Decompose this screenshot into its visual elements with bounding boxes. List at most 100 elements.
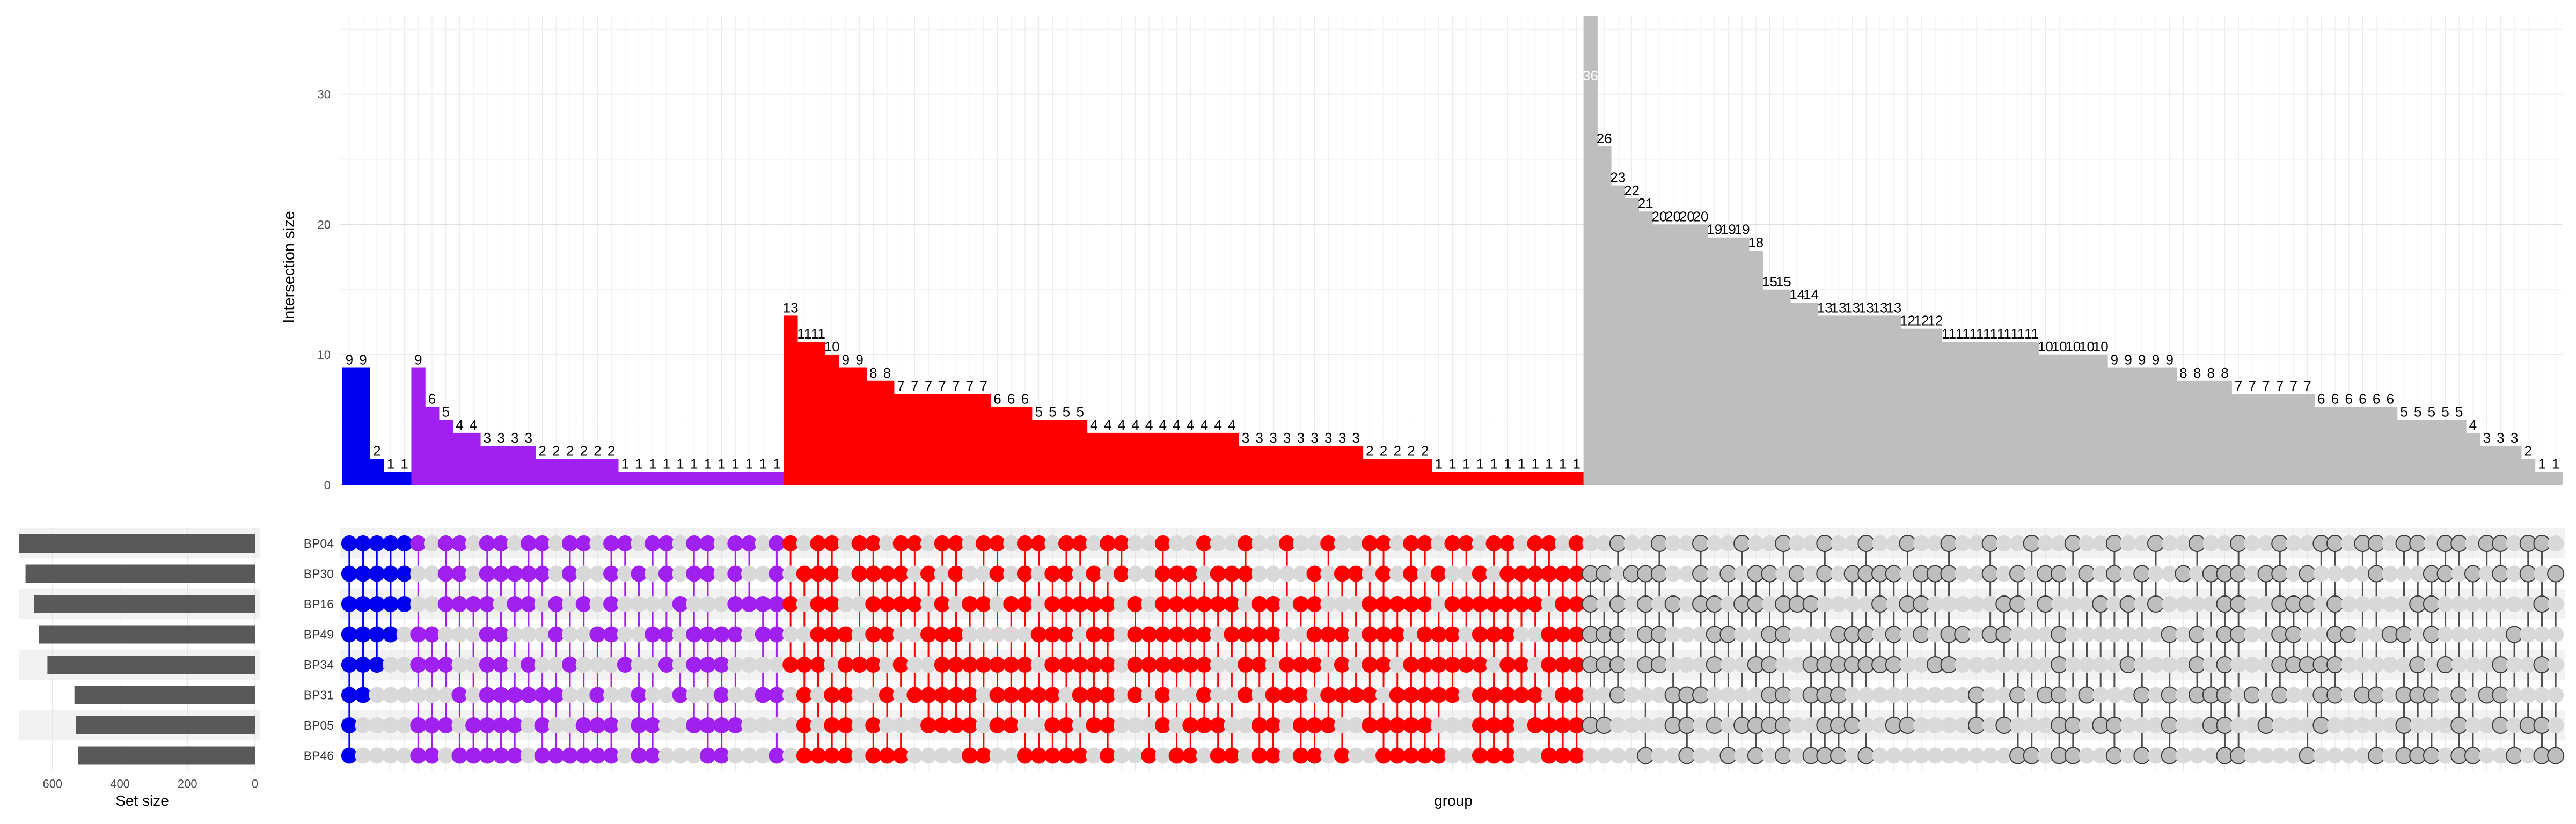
matrix-dot-filled <box>1210 747 1226 764</box>
matrix-dot-filled <box>796 657 813 673</box>
intersection-bar <box>701 472 715 485</box>
intersection-bar <box>1818 315 1832 485</box>
matrix-dot-filled <box>865 596 882 612</box>
matrix-dot-filled <box>1733 535 1751 552</box>
bar-value-label: 9 <box>2124 352 2132 368</box>
matrix-dot-filled <box>493 535 509 551</box>
matrix-dot-filled <box>975 596 992 612</box>
matrix-dot-empty <box>1513 717 1529 733</box>
intersection-bar <box>660 472 674 485</box>
intersection-bar <box>1169 432 1184 485</box>
matrix-dot-empty <box>437 747 454 764</box>
matrix-dot-filled <box>1224 596 1240 612</box>
intersection-bar <box>2355 407 2370 485</box>
matrix-dot-empty <box>1927 747 1943 764</box>
matrix-dot-filled <box>1981 535 1999 552</box>
matrix-dot-filled <box>824 717 840 733</box>
matrix-dot-filled <box>892 535 909 551</box>
bar-value-label: 3 <box>1256 430 1263 446</box>
matrix-dot-filled <box>1692 535 1710 552</box>
set-size-tick-label: 0 <box>252 777 258 791</box>
matrix-dot-filled <box>1389 626 1406 643</box>
matrix-dot-filled <box>1775 717 1792 734</box>
matrix-dot-filled <box>699 626 716 643</box>
intersection-bar <box>1859 315 1874 485</box>
matrix-dot-empty <box>2202 657 2219 673</box>
matrix-dot-filled <box>989 657 1006 673</box>
matrix-dot-empty <box>1747 687 1764 703</box>
matrix-dot-filled <box>1044 717 1061 733</box>
matrix-dot-filled <box>1003 657 1020 673</box>
matrix-dot-filled <box>1375 626 1392 643</box>
matrix-dot-filled <box>1541 626 1557 643</box>
matrix-dot-empty <box>1651 747 1667 764</box>
matrix-dot-empty <box>2230 687 2247 703</box>
bar-value-label: 1 <box>745 456 753 472</box>
bar-value-label: 13 <box>1886 299 1901 315</box>
matrix-dot-filled <box>1279 687 1296 703</box>
matrix-dot-empty <box>382 747 399 764</box>
intersection-bar <box>1832 315 1846 485</box>
matrix-dot-filled <box>1030 535 1047 551</box>
matrix-dot-filled <box>1609 535 1627 552</box>
matrix-dot-empty <box>2478 717 2495 733</box>
matrix-dot-filled <box>1334 687 1350 703</box>
matrix-dot-filled <box>1485 687 1502 703</box>
matrix-dot-empty <box>2396 565 2412 582</box>
matrix-dot-filled <box>2492 717 2509 734</box>
matrix-dot-filled <box>645 717 661 733</box>
matrix-dot-filled <box>1016 747 1033 764</box>
matrix-dot-filled <box>1251 596 1268 612</box>
matrix-dot-filled <box>948 626 964 643</box>
bar-value-label: 3 <box>1297 430 1305 446</box>
matrix-dot-empty <box>2023 596 2040 612</box>
matrix-dot-empty <box>1706 747 1723 764</box>
matrix-dot-filled <box>1527 535 1543 551</box>
matrix-dot-filled <box>713 626 730 643</box>
set-name-label: BP16 <box>304 597 334 611</box>
matrix-dot-filled <box>906 687 923 703</box>
matrix-dot-empty <box>1927 717 1943 733</box>
matrix-dot-empty <box>2299 535 2316 551</box>
matrix-dot-empty <box>1113 687 1130 703</box>
matrix-dot-empty <box>1913 747 1930 764</box>
matrix-dot-empty <box>658 687 675 703</box>
matrix-dot-filled <box>879 626 895 643</box>
matrix-dot-filled <box>1182 626 1199 643</box>
matrix-dot-filled <box>948 535 964 551</box>
matrix-dot-filled <box>2230 595 2248 613</box>
matrix-dot-empty <box>1872 717 1889 733</box>
matrix-dot-empty <box>1127 535 1144 551</box>
intersection-bar <box>1266 446 1280 485</box>
matrix-dot-empty <box>672 565 689 582</box>
matrix-dot-filled <box>396 565 413 582</box>
matrix-dot-filled <box>1044 596 1061 612</box>
matrix-dot-empty <box>1899 657 1916 673</box>
matrix-dot-filled <box>2051 656 2068 673</box>
matrix-dot-filled <box>396 596 413 612</box>
matrix-dot-empty <box>424 565 441 582</box>
matrix-dot-filled <box>879 687 895 703</box>
matrix-dot-filled <box>355 535 371 551</box>
matrix-dot-empty <box>672 717 689 733</box>
bar-value-label: 3 <box>497 430 504 446</box>
intersection-bar <box>825 355 839 485</box>
matrix-dot-filled <box>769 687 785 703</box>
matrix-dot-filled <box>589 717 606 733</box>
matrix-dot-empty <box>1306 687 1323 703</box>
matrix-dot-empty <box>534 657 551 673</box>
matrix-dot-empty <box>1693 747 1709 764</box>
matrix-dot-filled <box>1995 626 2013 643</box>
matrix-dot-empty <box>1485 657 1502 673</box>
bar-value-label: 5 <box>1049 404 1056 420</box>
intersection-bar <box>2287 394 2301 485</box>
matrix-dot-empty <box>645 565 661 582</box>
matrix-dot-filled <box>2519 565 2537 583</box>
matrix-dot-empty <box>1238 717 1254 733</box>
intersection-bar <box>632 472 646 485</box>
matrix-dot-filled <box>465 596 482 612</box>
bar-value-label: 1 <box>1490 456 1497 472</box>
matrix-dot-filled <box>1940 535 1958 552</box>
matrix-dot-filled <box>603 535 620 551</box>
